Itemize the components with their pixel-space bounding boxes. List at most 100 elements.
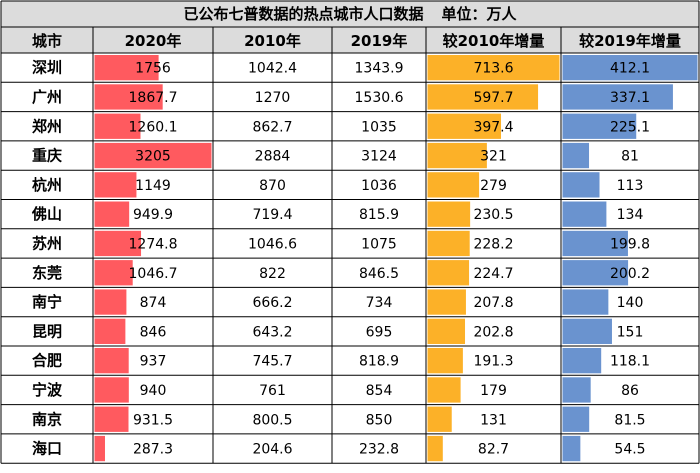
city-label: 宁波 xyxy=(32,381,63,399)
data-bar-inc2010 xyxy=(427,377,461,403)
value-inc2019: 86 xyxy=(621,383,639,399)
data-bar-inc2019 xyxy=(562,113,637,139)
value-p2019: 734 xyxy=(366,295,393,311)
city-label: 深圳 xyxy=(32,59,62,77)
value-p2010: 862.7 xyxy=(252,119,292,135)
value-p2010: 719.4 xyxy=(252,207,292,223)
value-p2020: 937 xyxy=(140,354,167,370)
value-inc2019: 140 xyxy=(617,295,644,311)
header-row-bg xyxy=(1,27,699,53)
table-title: 已公布七普数据的热点城市人口数据 单位：万人 xyxy=(183,5,517,23)
value-inc2010: 179 xyxy=(480,383,507,399)
data-bar-inc2010 xyxy=(427,230,470,257)
value-p2020: 1867.7 xyxy=(129,90,178,106)
data-bar-p2020 xyxy=(94,55,159,81)
city-label: 佛山 xyxy=(31,205,62,223)
value-p2020: 1149 xyxy=(135,178,171,194)
data-bar-inc2019 xyxy=(562,201,607,227)
data-bar-inc2010 xyxy=(427,289,466,315)
data-bar-p2020 xyxy=(94,348,129,374)
city-label: 广州 xyxy=(32,88,62,106)
value-p2019: 1530.6 xyxy=(355,90,404,106)
value-inc2019: 118.1 xyxy=(610,354,650,370)
value-p2010: 761 xyxy=(259,383,286,399)
value-p2010: 666.2 xyxy=(252,295,292,311)
data-bar-p2020 xyxy=(94,377,129,403)
value-inc2010: 597.7 xyxy=(473,90,513,106)
value-p2019: 818.9 xyxy=(359,354,399,370)
data-bar-inc2010 xyxy=(427,113,502,139)
data-bar-inc2010 xyxy=(427,55,560,81)
data-bar-inc2019 xyxy=(562,318,612,344)
value-inc2019: 81.5 xyxy=(614,412,645,428)
value-p2020: 1260.1 xyxy=(129,119,178,135)
value-p2019: 232.8 xyxy=(359,442,399,458)
value-inc2010: 202.8 xyxy=(473,324,513,340)
value-inc2010: 228.2 xyxy=(473,236,513,252)
value-inc2010: 224.7 xyxy=(473,266,513,282)
data-bar-inc2019 xyxy=(562,172,600,198)
value-inc2010: 82.7 xyxy=(478,442,509,458)
value-p2019: 854 xyxy=(366,383,393,399)
data-bar-p2020 xyxy=(94,260,133,286)
data-bar-inc2019 xyxy=(562,84,673,110)
value-inc2019: 81 xyxy=(621,149,639,165)
value-p2010: 870 xyxy=(259,178,286,194)
data-bar-inc2019 xyxy=(562,55,698,81)
value-p2020: 949.9 xyxy=(133,207,173,223)
value-p2020: 1756 xyxy=(135,61,171,77)
city-label: 重庆 xyxy=(32,147,62,165)
value-p2020: 931.5 xyxy=(133,412,173,428)
value-inc2010: 713.6 xyxy=(473,61,513,77)
value-inc2019: 199.8 xyxy=(610,236,650,252)
data-bar-p2020 xyxy=(94,172,137,198)
value-p2019: 695 xyxy=(366,324,393,340)
value-p2010: 800.5 xyxy=(252,412,292,428)
value-inc2010: 321 xyxy=(480,149,507,165)
value-inc2019: 337.1 xyxy=(610,90,650,106)
data-bar-p2020 xyxy=(94,113,141,139)
value-inc2019: 151 xyxy=(617,324,644,340)
city-label: 郑州 xyxy=(32,117,62,135)
value-p2020: 287.3 xyxy=(133,442,173,458)
data-bar-inc2019 xyxy=(562,377,591,403)
data-bar-inc2019 xyxy=(562,289,609,315)
data-bar-p2020 xyxy=(94,84,163,110)
value-inc2019: 200.2 xyxy=(610,266,650,282)
value-p2010: 643.2 xyxy=(252,324,292,340)
value-inc2010: 191.3 xyxy=(473,354,513,370)
value-p2010: 822 xyxy=(259,266,286,282)
data-bar-inc2019 xyxy=(562,260,629,286)
value-p2010: 1046.6 xyxy=(248,236,297,252)
data-bar-inc2010 xyxy=(427,201,471,227)
data-bar-inc2010 xyxy=(427,318,466,344)
city-label: 南宁 xyxy=(32,293,62,311)
data-bar-inc2010 xyxy=(427,260,470,286)
value-p2019: 846.5 xyxy=(359,266,399,282)
value-p2020: 3205 xyxy=(135,149,171,165)
value-p2019: 815.9 xyxy=(359,207,399,223)
value-p2010: 745.7 xyxy=(252,354,292,370)
value-p2020: 940 xyxy=(140,383,167,399)
value-inc2010: 207.8 xyxy=(473,295,513,311)
header-city: 城市 xyxy=(32,32,62,50)
value-inc2019: 54.5 xyxy=(614,442,645,458)
value-inc2019: 134 xyxy=(617,207,644,223)
value-p2010: 2884 xyxy=(255,149,291,165)
value-inc2019: 225.1 xyxy=(610,119,650,135)
city-label: 海口 xyxy=(32,440,62,458)
table-unit-text: 单位：万人 xyxy=(442,5,518,23)
data-bar-inc2019 xyxy=(562,142,590,169)
header-2019: 2019年 xyxy=(351,32,408,50)
city-label: 南京 xyxy=(32,410,62,428)
data-bar-inc2010 xyxy=(427,142,487,169)
data-bar-p2020 xyxy=(94,318,126,344)
value-p2019: 1035 xyxy=(361,119,397,135)
header-inc-2010: 较2010年增量 xyxy=(443,32,545,50)
data-bar-inc2010 xyxy=(427,172,480,198)
value-p2010: 1270 xyxy=(255,90,291,106)
value-p2020: 846 xyxy=(140,324,167,340)
data-bar-inc2019 xyxy=(562,230,628,257)
header-inc-2019: 较2019年增量 xyxy=(579,32,681,50)
